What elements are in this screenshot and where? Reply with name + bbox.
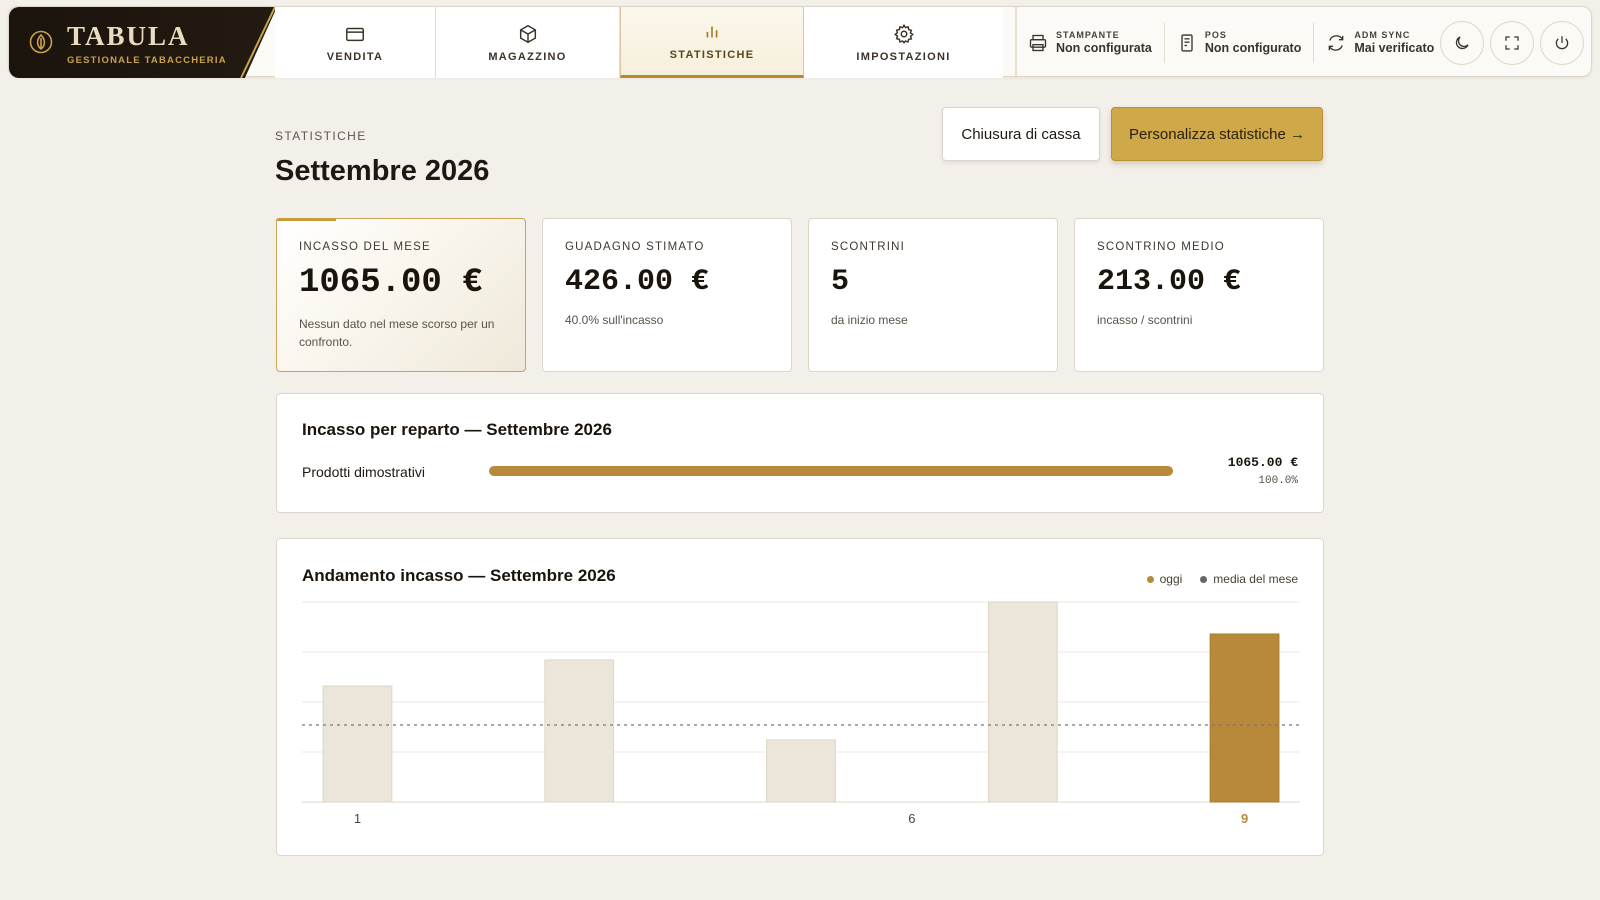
status-key: ADM SYNC [1354,30,1411,40]
power-button[interactable] [1540,21,1584,65]
status-value: Non configurato [1204,41,1302,55]
box-icon [519,24,536,43]
department-percent: 100.0% [1258,475,1298,487]
brand-title: TABULA [67,21,190,51]
status-adm-sync[interactable]: ADM SYNC Mai verificato [1314,23,1446,63]
legend-item-today: oggi [1146,572,1183,586]
chart-bar [987,601,1058,803]
close-register-button[interactable]: Chiusura di cassa [942,107,1100,161]
kpi-subtext: da inizio mese [831,313,908,327]
kpi-label: SCONTRINO MEDIO [1097,241,1225,253]
status-value: Non configurata [1056,41,1152,55]
status-value: Mai verificato [1354,41,1435,55]
kpi-label: GUADAGNO STIMATO [565,241,705,253]
tab-label: VENDITA [326,50,384,63]
kpi-subtext: Nessun dato nel mese scorso per un confr… [299,317,495,349]
tab-magazzino[interactable]: MAGAZZINO [436,7,620,78]
brand-edge-decoration [240,7,276,78]
sync-icon [1329,34,1344,51]
legend-dot-today [1146,575,1154,583]
kpi-card-estimated-profit: GUADAGNO STIMATO 426.00 € 40.0% sull'inc… [542,218,792,372]
theme-toggle-button[interactable] [1440,21,1484,65]
chart-bar [544,659,615,803]
card-icon [346,27,364,41]
chart-legend: oggi media del mese [1146,572,1298,586]
kpi-subtext: 40.0% sull'incasso [565,313,664,327]
department-bar-fill [489,466,1173,476]
tab-label: MAGAZZINO [488,50,567,63]
power-icon [1555,36,1569,50]
gear-icon [893,23,914,44]
kpi-card-average-receipt: SCONTRINO MEDIO 213.00 € incasso / scont… [1074,218,1324,372]
kpi-label: INCASSO DEL MESE [299,241,431,253]
status-area: STAMPANTE Non configurata POS Non config… [1016,7,1446,78]
legend-dot-average [1200,575,1208,583]
income-trend-panel: Andamento incasso — Settembre 2026 oggi … [276,538,1324,856]
legend-label: oggi [1159,572,1183,586]
status-key: POS [1204,30,1227,40]
x-tick-label: 9 [1241,811,1248,826]
topbar-divider [1015,7,1017,78]
legend-label: media del mese [1213,572,1298,586]
tab-label: STATISTICHE [669,49,755,61]
kpi-card-receipts: SCONTRINI 5 da inizio mese [808,218,1058,372]
x-tick-label: 1 [354,811,361,826]
kpi-label: SCONTRINI [831,241,906,253]
printer-icon [1029,34,1047,51]
fullscreen-icon [1505,36,1519,50]
moon-icon [1455,36,1469,50]
leaf-logo-icon [29,30,53,54]
chart-bar-today [1209,633,1280,803]
tab-statistiche[interactable]: STATISTICHE [620,7,804,78]
kpi-value: 213.00 € [1097,265,1242,299]
kpi-value: 426.00 € [565,265,710,299]
brand-subtitle: GESTIONALE TABACCHERIA [67,55,227,66]
department-bar-track [489,466,1173,476]
department-income-panel: Incasso per reparto — Settembre 2026 Pro… [276,393,1324,513]
fullscreen-button[interactable] [1490,21,1534,65]
department-amount: 1065.00 € [1227,455,1298,470]
pos-terminal-icon [1181,33,1193,52]
income-trend-chart: 1 6 9 [302,601,1300,826]
status-printer[interactable]: STAMPANTE Non configurata [1016,22,1165,63]
customize-stats-button[interactable]: Personalizza statistiche → [1111,107,1323,161]
bar-chart-icon [706,26,718,38]
page-title: Settembre 2026 [275,155,490,187]
page-eyebrow: STATISTICHE [275,129,367,143]
kpi-card-monthly-income: INCASSO DEL MESE 1065.00 € Nessun dato n… [276,218,526,372]
kpi-value: 5 [831,265,850,299]
chart-bar [766,739,836,803]
kpi-subtext: incasso / scontrini [1097,313,1193,327]
x-tick-label: 6 [908,811,915,826]
status-key: STAMPANTE [1056,30,1120,40]
department-name: Prodotti dimostrativi [302,464,425,480]
tab-vendita[interactable]: VENDITA [275,7,436,78]
status-pos[interactable]: POS Non configurato [1165,22,1315,63]
tab-label: IMPOSTAZIONI [856,50,951,63]
panel-title: Incasso per reparto — Settembre 2026 [302,420,612,439]
legend-item-average: media del mese [1200,572,1298,586]
tab-impostazioni[interactable]: IMPOSTAZIONI [804,7,1003,78]
brand-block: TABULA GESTIONALE TABACCHERIA [9,7,277,78]
panel-title: Andamento incasso — Settembre 2026 [302,566,616,585]
top-bar: TABULA GESTIONALE TABACCHERIA VENDITA MA… [8,6,1592,78]
chart-bar [322,685,393,803]
main-nav: VENDITA MAGAZZINO STATISTICHE IMPOSTAZIO… [275,7,1003,78]
kpi-value: 1065.00 € [299,264,483,302]
